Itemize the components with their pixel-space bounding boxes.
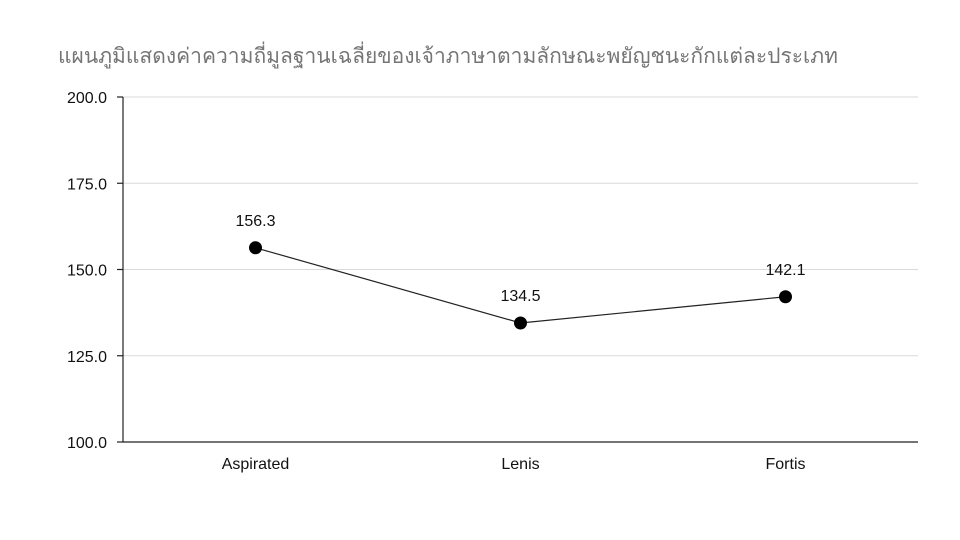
series (249, 241, 792, 330)
y-tick-label: 150.0 (67, 263, 107, 280)
y-tick-label: 200.0 (67, 90, 107, 107)
x-tick-labels: Aspirated Lenis Fortis (222, 456, 806, 473)
data-point (514, 316, 527, 330)
data-point (249, 241, 262, 255)
data-label: 156.3 (235, 213, 275, 230)
y-tick-label: 125.0 (67, 349, 107, 366)
x-tick-label: Aspirated (222, 456, 290, 473)
data-point (779, 290, 792, 304)
data-label: 142.1 (765, 262, 805, 279)
chart-title: แผนภูมิแสดงค่าความถี่มูลฐานเฉลี่ยของเจ้า… (58, 44, 838, 68)
x-tick-label: Fortis (766, 456, 806, 473)
axes (122, 97, 918, 443)
data-labels: 156.3 134.5 142.1 (235, 213, 805, 305)
y-tick-label: 175.0 (67, 176, 107, 193)
y-tick-labels: 100.0 125.0 150.0 175.0 200.0 (67, 90, 107, 452)
x-tick-label: Lenis (501, 456, 539, 473)
data-label: 134.5 (500, 288, 540, 305)
y-tick-label: 100.0 (67, 435, 107, 452)
series-line (255, 247, 786, 324)
